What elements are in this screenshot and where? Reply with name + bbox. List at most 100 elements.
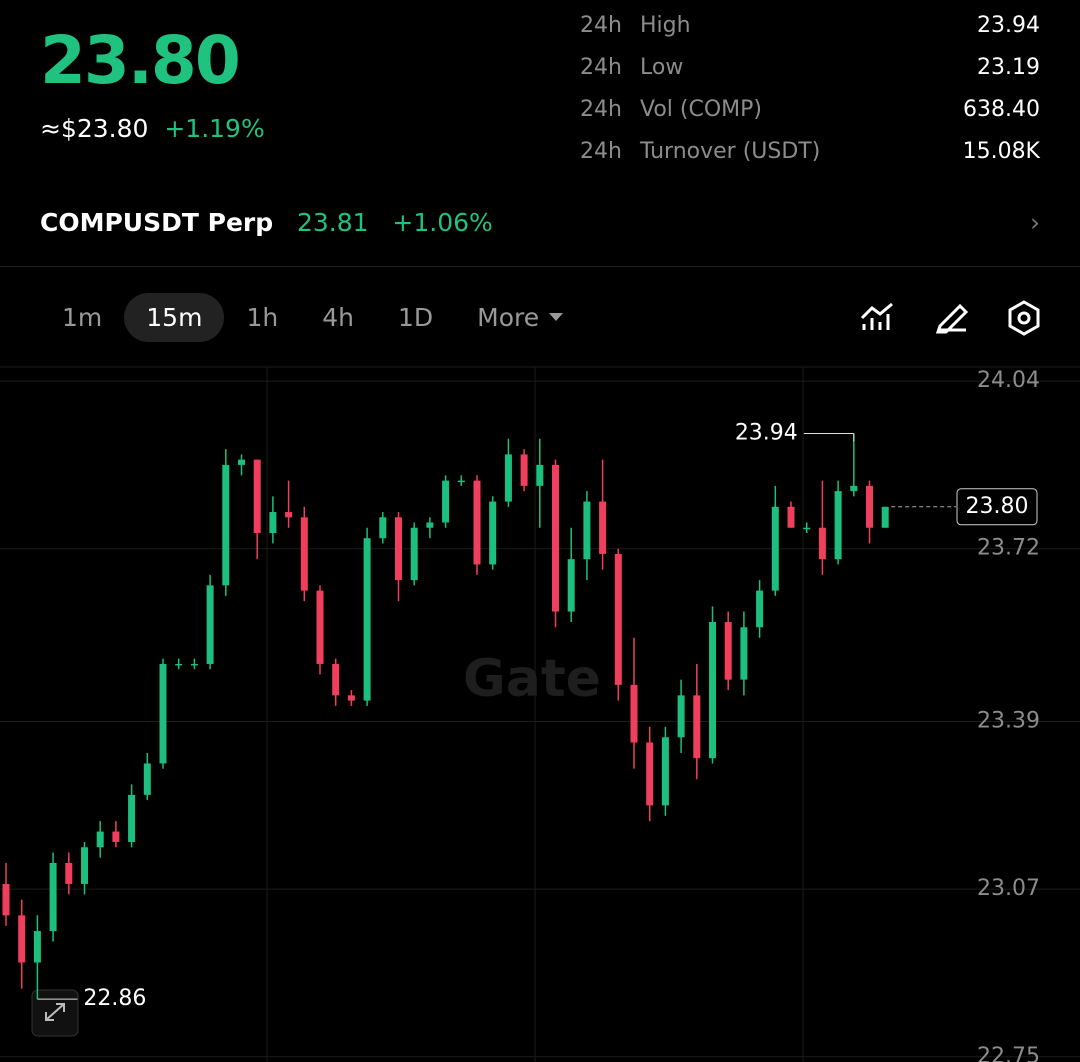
y-tick-label: 23.72 xyxy=(977,536,1040,561)
interval-tabs: 1m 15m 1h 4h 1D More xyxy=(40,288,564,346)
y-tick-label: 23.07 xyxy=(977,876,1040,901)
stats: 24h High 23.94 24h Low 23.19 24h Vol (COMP) 638.… xyxy=(580,4,1040,172)
candle-body xyxy=(787,506,795,528)
interval-tab[interactable]: 4h xyxy=(322,302,354,332)
stat-label: Vol (COMP) xyxy=(640,96,762,122)
interval-tab[interactable]: 1m xyxy=(62,302,103,332)
candle-body xyxy=(473,480,481,565)
y-tick-label: 22.75 xyxy=(977,1044,1040,1062)
y-tick-label: 23.39 xyxy=(977,709,1040,734)
candle-body xyxy=(661,737,669,806)
candle-body xyxy=(677,695,685,738)
stat-value: 15.08K xyxy=(962,138,1040,164)
candle-body xyxy=(520,454,528,486)
candle-body xyxy=(143,763,151,795)
candle-body xyxy=(709,622,716,759)
last-price-box xyxy=(956,488,1038,526)
candle-body xyxy=(489,501,497,565)
perp-price: 23.81 xyxy=(296,208,369,237)
candle-body xyxy=(630,684,638,743)
more-caret xyxy=(549,313,564,321)
candle-body xyxy=(395,517,402,581)
expand-icon xyxy=(45,1003,65,1021)
candle-body xyxy=(128,794,136,843)
candle-body xyxy=(269,512,277,533)
stat-row: 24h High 23.94 xyxy=(580,4,1040,46)
candle-body xyxy=(81,847,88,884)
stat-period: 24h xyxy=(580,54,622,80)
stat-value: 638.40 xyxy=(963,96,1040,122)
fiat: ≈$23.80 xyxy=(40,114,149,143)
annotation-label: 22.86 xyxy=(83,986,146,1011)
candle-body xyxy=(238,459,245,465)
candle-body xyxy=(834,491,842,560)
candle-body xyxy=(285,512,293,518)
candle-body xyxy=(614,553,622,685)
candle-body xyxy=(693,695,701,759)
candle-body xyxy=(112,831,120,843)
candle-body xyxy=(457,480,465,483)
candle-body xyxy=(206,585,214,664)
stat-period: 24h xyxy=(580,96,622,122)
tool-icons xyxy=(860,300,1040,336)
candle-body xyxy=(756,590,764,628)
candle-body xyxy=(771,506,779,591)
candle-body xyxy=(49,862,57,932)
interval-tab[interactable]: 15m xyxy=(124,292,225,342)
candle-body xyxy=(850,485,858,492)
candle-body xyxy=(175,663,183,666)
stat-value: 23.94 xyxy=(977,12,1040,38)
candle-body xyxy=(599,501,607,554)
candle-body xyxy=(818,527,826,560)
draw-icon[interactable] xyxy=(935,303,969,334)
candle-body xyxy=(410,527,418,581)
change: +1.19% xyxy=(164,114,265,143)
candle-body xyxy=(426,522,434,528)
candle-body xyxy=(646,742,654,806)
settings-icon[interactable] xyxy=(1008,300,1040,336)
candle-body xyxy=(253,459,261,533)
candle-body xyxy=(504,454,512,502)
more-tab[interactable]: More xyxy=(477,302,540,332)
candle-body xyxy=(536,464,544,486)
y-tick-label: 24.04 xyxy=(977,368,1040,393)
stat-period: 24h xyxy=(580,12,622,38)
last-price: 23.80 xyxy=(40,22,241,99)
fiat-row: ≈$23.80 +1.19% xyxy=(40,114,265,143)
stat-label: Low xyxy=(640,54,684,80)
candle-body xyxy=(803,527,811,530)
candle-body xyxy=(65,862,73,884)
candle-body xyxy=(740,627,748,680)
candle-body xyxy=(379,517,387,539)
candle-body xyxy=(316,590,324,664)
watermark: Gate xyxy=(463,649,601,709)
perp-change: +1.06% xyxy=(392,208,493,237)
interval-tab[interactable]: 1h xyxy=(246,302,279,332)
candle-body xyxy=(332,663,340,696)
candle-body xyxy=(583,501,591,560)
candle-body xyxy=(724,622,732,680)
stat-row: 24h Low 23.19 xyxy=(580,46,1040,88)
candle-body xyxy=(300,517,308,591)
settings-icon-dot xyxy=(1017,311,1031,325)
candle-body xyxy=(2,883,10,916)
annotation-label: 23.94 xyxy=(735,420,798,445)
stat-label: High xyxy=(640,12,691,38)
candle-body xyxy=(552,464,559,612)
stat-label: Turnover (USDT) xyxy=(640,138,821,164)
divider xyxy=(0,266,1080,267)
stat-period: 24h xyxy=(580,138,622,164)
stat-row: 24h Vol (COMP) 638.40 xyxy=(580,88,1040,130)
indicator-icon[interactable] xyxy=(860,302,893,330)
perp-row[interactable]: COMPUSDT Perp 23.81 +1.06% › xyxy=(40,208,1040,237)
candle-body xyxy=(881,506,889,528)
candle-body xyxy=(567,559,575,612)
candle-body xyxy=(159,663,167,764)
perp-name: COMPUSDT Perp xyxy=(40,208,274,237)
candle-body xyxy=(96,831,104,848)
interval-tab[interactable]: 1D xyxy=(397,302,434,332)
price: 23.80 xyxy=(40,22,241,99)
candle-body xyxy=(347,695,355,701)
